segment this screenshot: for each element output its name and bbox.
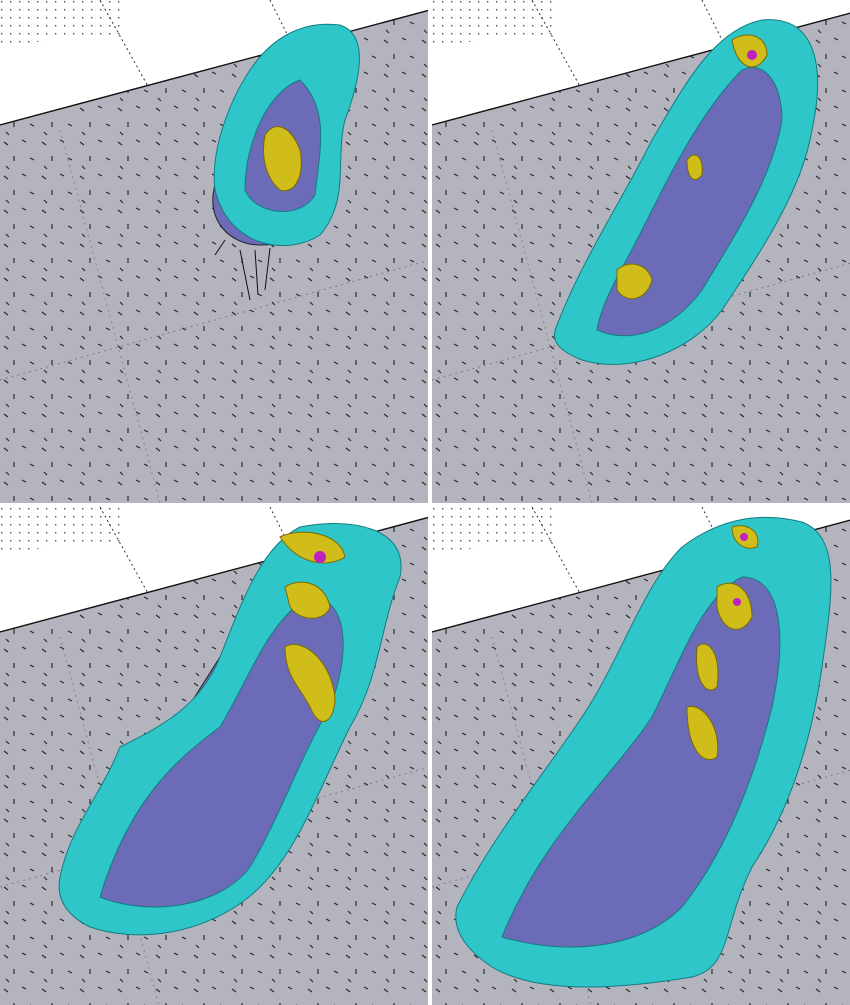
panel-2 xyxy=(432,0,850,503)
blob-peak xyxy=(740,533,748,541)
blob-peak xyxy=(314,551,326,563)
visualization-grid xyxy=(0,0,850,1005)
blob-peak xyxy=(733,598,741,606)
panel-4 xyxy=(432,507,850,1005)
page xyxy=(0,0,850,1005)
panel-3 xyxy=(0,507,430,1005)
panel-1 xyxy=(0,0,430,503)
blob-peak xyxy=(747,50,757,60)
